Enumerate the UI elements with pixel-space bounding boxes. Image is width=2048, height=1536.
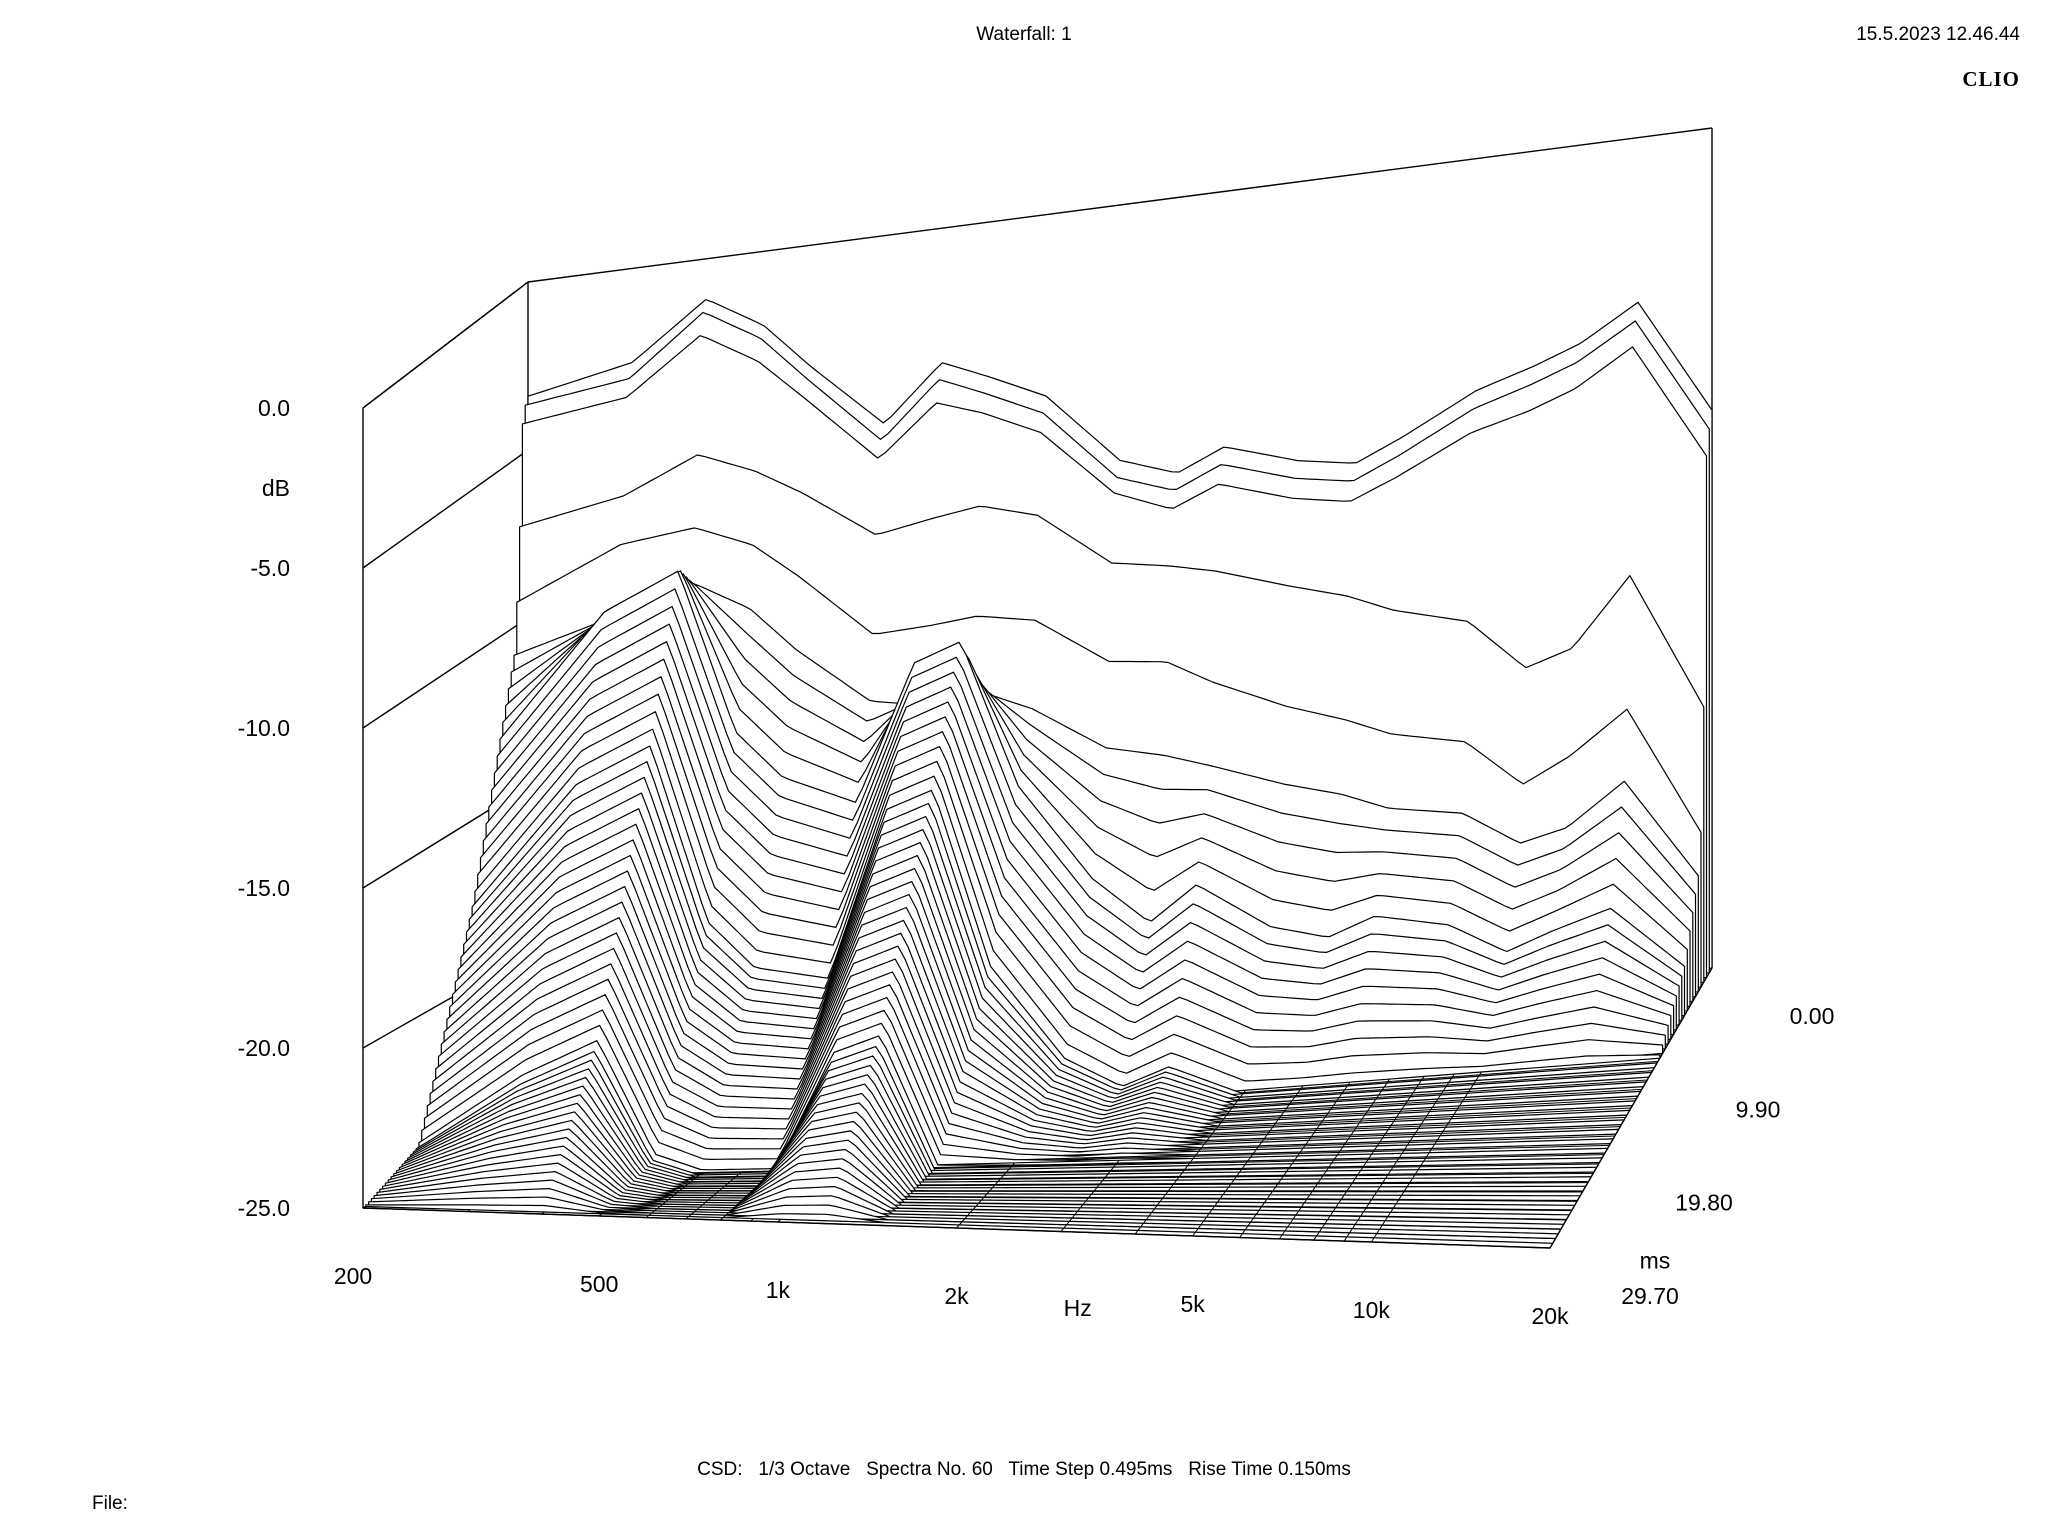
x-axis-title: Hz [1064,1295,1092,1321]
y-tick-label: -10.0 [238,715,290,741]
spectrum-line [362,1207,1551,1249]
frame-back-top-edge [527,127,1713,283]
y-tick-label: -5.0 [250,555,290,581]
spectra-group [362,299,1713,1249]
timestamp: 15.5.2023 12.46.44 [1856,24,2020,45]
spectrum-line [382,1154,1570,1216]
spectrum-line [370,1188,1559,1235]
db-gridline [362,281,529,409]
z-tick-label: 19.80 [1675,1190,1733,1216]
db-gridline [362,449,529,569]
file-label: File: [92,1493,128,1514]
y-tick-label: -15.0 [238,875,290,901]
x-tick-label: 500 [580,1271,618,1297]
spectrum-line [432,963,1620,1173]
z-tick-label: 9.90 [1736,1096,1781,1122]
z-axis-title: ms [1640,1247,1671,1273]
y-axis-title: dB [262,475,290,501]
spectrum-line [435,947,1622,1171]
spectrum-line [379,1162,1568,1221]
rise-time: Rise Time 0.150ms [1188,1459,1351,1480]
y-tick-label: -25.0 [238,1195,290,1221]
x-tick-label: 5k [1181,1291,1206,1317]
brand-logo: CLIO [1962,67,2020,91]
spectra-count: Spectra No. 60 [866,1459,993,1480]
csd-label: CSD: [697,1459,743,1480]
spectrum-line [373,1179,1562,1230]
spectrum-line [376,1171,1565,1225]
x-tick-label: 20k [1531,1303,1569,1329]
octave-setting: 1/3 Octave [758,1459,851,1480]
x-tick-label: 1k [766,1277,791,1303]
z-tick-label: 29.70 [1621,1283,1679,1309]
x-tick-label: 2k [944,1283,969,1309]
y-tick-label: -20.0 [238,1035,290,1061]
x-tick-label: 10k [1353,1297,1391,1323]
x-tick-label: 200 [334,1263,372,1289]
axis-labels: 0.0 -5.0 -10.0 -15.0 -20.0 -25.0 dB 200 500 1k 2k 5… [238,395,1835,1329]
db-gridline [362,617,529,729]
spectrum-line [368,1196,1557,1240]
time-step: Time Step 0.495ms [1008,1459,1173,1480]
spectrum-line [387,1136,1576,1206]
z-tick-label: 0.00 [1790,1003,1835,1029]
chart-title: Waterfall: 1 [976,24,1072,45]
spectrum-line [384,1145,1573,1211]
y-tick-label: 0.0 [258,395,290,421]
spectrum-line [365,1204,1554,1244]
measurement-info: CSD: 1/3 Octave Spectra No. 60 Time Step… [0,1459,2048,1481]
